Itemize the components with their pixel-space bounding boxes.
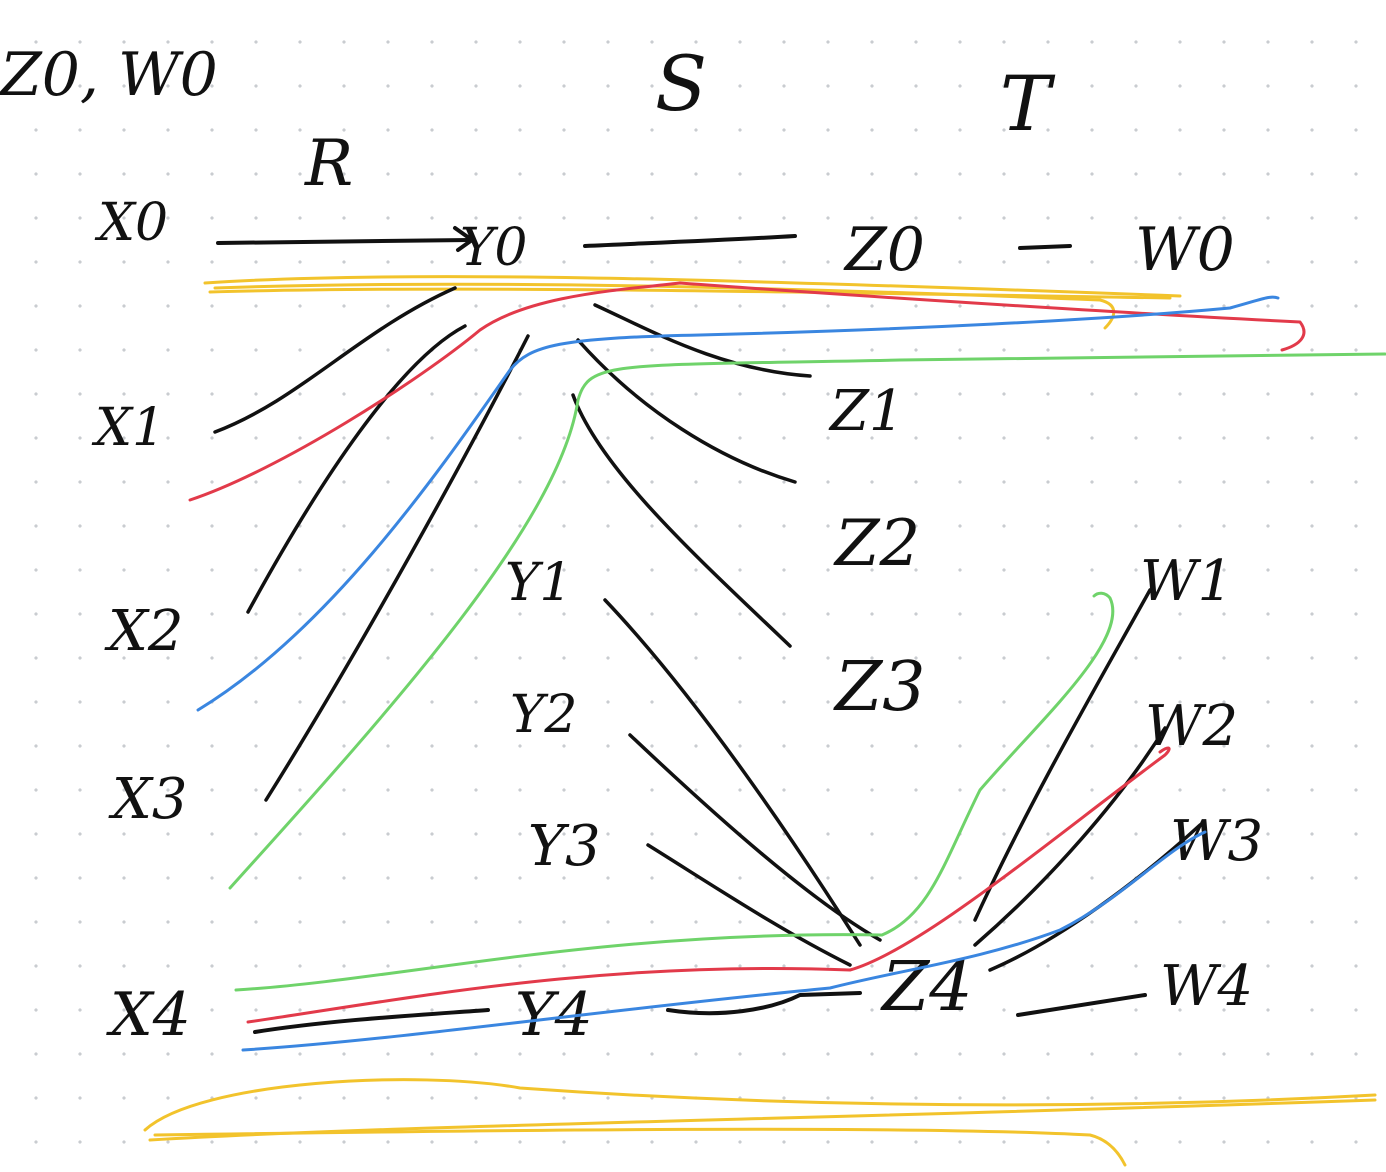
node-x2: X2 xyxy=(104,599,184,664)
node-z3: Z3 xyxy=(833,648,926,727)
header-left-note: Z0, W0 xyxy=(0,40,218,110)
relation-t-label: T xyxy=(1000,59,1056,148)
node-y3: Y3 xyxy=(528,814,601,879)
node-w1: W1 xyxy=(1140,549,1233,614)
node-z1: Z1 xyxy=(828,379,905,444)
node-x0: X0 xyxy=(94,193,168,253)
relation-s-label: S xyxy=(655,39,707,128)
yellow-highlight-bottom xyxy=(143,1078,1377,1167)
red-path xyxy=(188,281,1306,1024)
node-x1: X1 xyxy=(91,398,165,458)
node-x4: X4 xyxy=(106,980,191,1050)
node-w2: W2 xyxy=(1145,694,1238,759)
black-edges xyxy=(213,226,1202,1034)
node-y0: Y0 xyxy=(460,218,527,278)
node-y2: Y2 xyxy=(510,685,577,745)
node-z2: Z2 xyxy=(833,507,920,581)
node-x3: X3 xyxy=(108,767,188,832)
node-z0: Z0 xyxy=(843,215,925,285)
relation-r-label: R xyxy=(304,127,353,201)
green-path xyxy=(228,352,1386,992)
node-w0: W0 xyxy=(1135,215,1235,285)
yellow-highlight-top xyxy=(203,275,1182,330)
blue-path xyxy=(196,295,1280,1052)
node-w4: W4 xyxy=(1160,954,1253,1019)
node-y1: Y1 xyxy=(505,553,572,613)
